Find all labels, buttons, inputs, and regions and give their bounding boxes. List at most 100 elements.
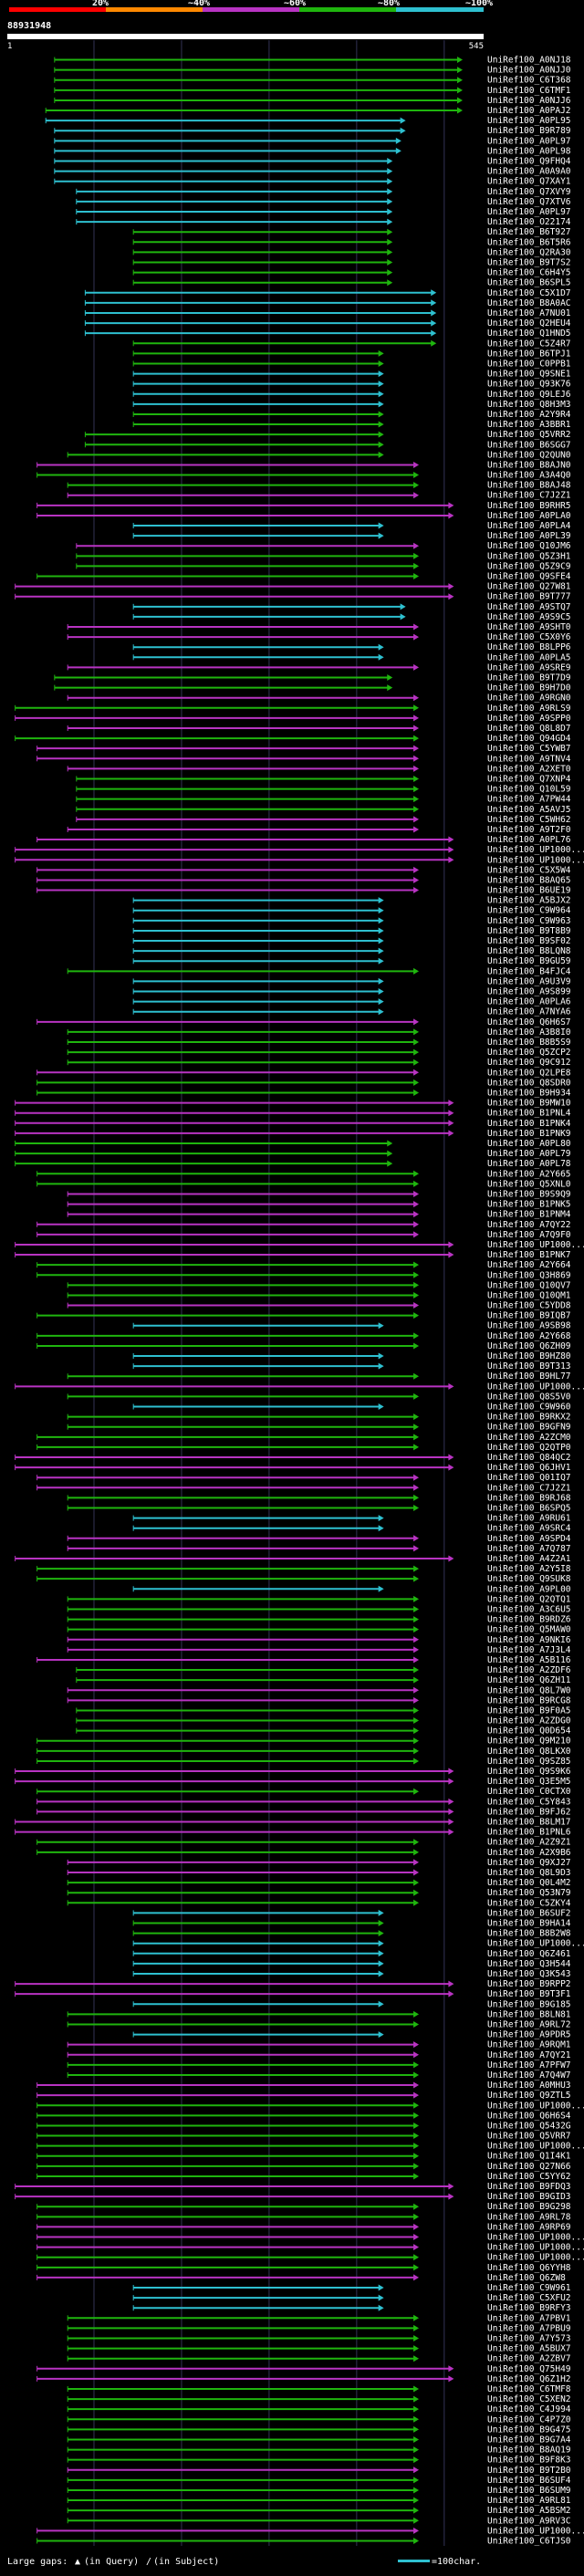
- hit-row[interactable]: UniRef100_Q84QC2: [15, 1453, 571, 1463]
- hit-label[interactable]: UniRef100_A2ZBV7: [487, 2354, 571, 2364]
- hit-label[interactable]: UniRef100_Q8L8D7: [487, 724, 571, 734]
- hit-label[interactable]: UniRef100_Q5432G: [487, 2121, 571, 2131]
- hit-row[interactable]: UniRef100_A2Y9R4: [132, 410, 571, 420]
- hit-label[interactable]: UniRef100_Q9SFE4: [487, 572, 571, 582]
- hit-label[interactable]: UniRef100_Q2QUN0: [487, 450, 571, 460]
- hit-row[interactable]: UniRef100_A7Q787: [67, 1544, 571, 1554]
- hit-row[interactable]: UniRef100_UP1000...: [132, 1939, 584, 1949]
- hit-row[interactable]: UniRef100_C4J994: [67, 2404, 571, 2414]
- hit-row[interactable]: UniRef100_B9RKX2: [67, 1413, 571, 1423]
- hit-label[interactable]: UniRef100_Q7XAY1: [487, 177, 571, 187]
- hit-label[interactable]: UniRef100_A0NJJ6: [487, 96, 571, 106]
- hit-label[interactable]: UniRef100_A0PL39: [487, 531, 571, 541]
- hit-row[interactable]: UniRef100_C5XEN2: [67, 2394, 571, 2404]
- hit-label[interactable]: UniRef100_UP1000...: [487, 2142, 584, 2152]
- hit-label[interactable]: UniRef100_Q10QV7: [487, 1280, 571, 1290]
- hit-label[interactable]: UniRef100_A2Z9Z1: [487, 1838, 571, 1848]
- hit-label[interactable]: UniRef100_Q9LEJ6: [487, 390, 571, 400]
- hit-row[interactable]: UniRef100_A2XET0: [67, 764, 571, 774]
- hit-row[interactable]: UniRef100_A4Z2A1: [15, 1554, 571, 1564]
- hit-row[interactable]: UniRef100_A2ZBV7: [67, 2354, 571, 2364]
- hit-label[interactable]: UniRef100_Q10L59: [487, 785, 571, 795]
- hit-row[interactable]: UniRef100_B9G298: [36, 2202, 571, 2212]
- hit-row[interactable]: UniRef100_Q6YYH8: [36, 2263, 571, 2273]
- hit-row[interactable]: UniRef100_A7J3L4: [67, 1645, 571, 1655]
- hit-row[interactable]: UniRef100_Q3E5M5: [15, 1777, 571, 1787]
- hit-row[interactable]: UniRef100_Q2QTQ1: [67, 1594, 571, 1604]
- hit-row[interactable]: UniRef100_B8AQ65: [36, 875, 571, 885]
- hit-row[interactable]: UniRef100_A2Y665: [36, 1169, 571, 1179]
- hit-label[interactable]: UniRef100_A9SHT0: [487, 622, 571, 632]
- hit-label[interactable]: UniRef100_Q2QTQ1: [487, 1594, 571, 1604]
- hit-label[interactable]: UniRef100_Q8SDR0: [487, 1078, 571, 1088]
- hit-label[interactable]: UniRef100_B8LQN8: [487, 946, 571, 956]
- hit-label[interactable]: UniRef100_B9RHR5: [487, 501, 571, 511]
- hit-label[interactable]: UniRef100_B4FJC4: [487, 966, 571, 976]
- hit-label[interactable]: UniRef100_A0PL97: [487, 136, 571, 146]
- hit-label[interactable]: UniRef100_Q1HND5: [487, 329, 571, 339]
- hit-row[interactable]: UniRef100_C4P7Z0: [67, 2414, 571, 2425]
- hit-label[interactable]: UniRef100_Q6H6S7: [487, 1017, 571, 1027]
- hit-row[interactable]: UniRef100_C0PPB1: [132, 359, 571, 369]
- hit-label[interactable]: UniRef100_B8LN81: [487, 2009, 571, 2019]
- hit-row[interactable]: UniRef100_B9H7D0: [54, 683, 571, 694]
- hit-row[interactable]: UniRef100_A0PL78: [15, 1159, 571, 1169]
- hit-label[interactable]: UniRef100_A0PL98: [487, 146, 571, 156]
- hit-row[interactable]: UniRef100_A7NU01: [84, 308, 571, 318]
- hit-label[interactable]: UniRef100_A2Y668: [487, 1331, 571, 1341]
- hit-label[interactable]: UniRef100_B9MW10: [487, 1099, 571, 1109]
- hit-label[interactable]: UniRef100_A9NKI6: [487, 1635, 571, 1645]
- hit-row[interactable]: UniRef100_Q1HND5: [84, 329, 571, 339]
- hit-label[interactable]: UniRef100_B9H7D0: [487, 683, 571, 694]
- hit-label[interactable]: UniRef100_A5BJX2: [487, 896, 571, 906]
- hit-label[interactable]: UniRef100_B9T7D9: [487, 673, 571, 683]
- hit-label[interactable]: UniRef100_C6TMF8: [487, 2384, 571, 2394]
- hit-row[interactable]: UniRef100_A7PFW7: [67, 2060, 571, 2070]
- hit-label[interactable]: UniRef100_A3B8I0: [487, 1027, 571, 1038]
- hit-label[interactable]: UniRef100_A9RL72: [487, 2019, 571, 2029]
- hit-label[interactable]: UniRef100_Q9SNE1: [487, 370, 571, 380]
- hit-label[interactable]: UniRef100_A4Z2A1: [487, 1554, 571, 1564]
- hit-label[interactable]: UniRef100_Q2RA30: [487, 247, 571, 257]
- hit-row[interactable]: UniRef100_A0MHU3: [36, 2081, 571, 2091]
- hit-label[interactable]: UniRef100_A0PLA6: [487, 997, 571, 1007]
- hit-row[interactable]: UniRef100_Q8L8D7: [67, 724, 571, 734]
- hit-row[interactable]: UniRef100_A0PLA6: [132, 997, 571, 1007]
- hit-row[interactable]: UniRef100_A9RU61: [132, 1514, 571, 1524]
- hit-row[interactable]: UniRef100_B9F8K3: [67, 2456, 571, 2466]
- hit-label[interactable]: UniRef100_B9RKX2: [487, 1413, 571, 1423]
- hit-row[interactable]: UniRef100_B9SF02: [132, 936, 571, 946]
- hit-row[interactable]: UniRef100_C9W963: [132, 916, 571, 926]
- hit-row[interactable]: UniRef100_A7PBV1: [67, 2313, 571, 2323]
- hit-label[interactable]: UniRef100_A9PDR5: [487, 2030, 571, 2040]
- hit-row[interactable]: UniRef100_Q10JM6: [76, 541, 571, 551]
- hit-label[interactable]: UniRef100_A5B116: [487, 1655, 571, 1665]
- hit-row[interactable]: UniRef100_B9IQB7: [36, 1311, 571, 1321]
- hit-row[interactable]: UniRef100_A9RLS9: [15, 704, 571, 714]
- hit-row[interactable]: UniRef100_Q1I4K1: [36, 2152, 571, 2162]
- hit-row[interactable]: UniRef100_B1PNK9: [15, 1129, 571, 1139]
- hit-label[interactable]: UniRef100_Q5VRR7: [487, 2132, 571, 2142]
- hit-row[interactable]: UniRef100_C9W960: [132, 1403, 571, 1413]
- hit-label[interactable]: UniRef100_A0PL80: [487, 1139, 571, 1149]
- hit-label[interactable]: UniRef100_Q5ZCP2: [487, 1048, 571, 1058]
- hit-label[interactable]: UniRef100_B8A0AC: [487, 298, 571, 308]
- hit-label[interactable]: UniRef100_A3A4Q0: [487, 471, 571, 481]
- hit-row[interactable]: UniRef100_Q7XNP4: [76, 774, 571, 784]
- hit-label[interactable]: UniRef100_B8B2W8: [487, 1929, 571, 1939]
- hit-row[interactable]: UniRef100_A9TNV4: [36, 754, 571, 764]
- hit-row[interactable]: UniRef100_A3C6U5: [67, 1604, 571, 1614]
- hit-row[interactable]: UniRef100_B9MW10: [15, 1099, 571, 1109]
- hit-label[interactable]: UniRef100_A7J3L4: [487, 1645, 571, 1655]
- hit-row[interactable]: UniRef100_Q27W81: [15, 582, 571, 592]
- hit-row[interactable]: UniRef100_C5X1D7: [84, 288, 571, 298]
- hit-label[interactable]: UniRef100_C0CTX0: [487, 1787, 571, 1797]
- hit-label[interactable]: UniRef100_C9W960: [487, 1403, 571, 1413]
- hit-label[interactable]: UniRef100_A3BBR1: [487, 420, 571, 430]
- hit-label[interactable]: UniRef100_B9G298: [487, 2202, 571, 2212]
- hit-label[interactable]: UniRef100_B9HZ80: [487, 1351, 571, 1361]
- hit-row[interactable]: UniRef100_Q8L7W0: [67, 1685, 571, 1695]
- hit-label[interactable]: UniRef100_A9SRC4: [487, 1524, 571, 1534]
- hit-row[interactable]: UniRef100_Q6H6S7: [36, 1017, 571, 1027]
- hit-row[interactable]: UniRef100_B8LPP6: [132, 642, 571, 652]
